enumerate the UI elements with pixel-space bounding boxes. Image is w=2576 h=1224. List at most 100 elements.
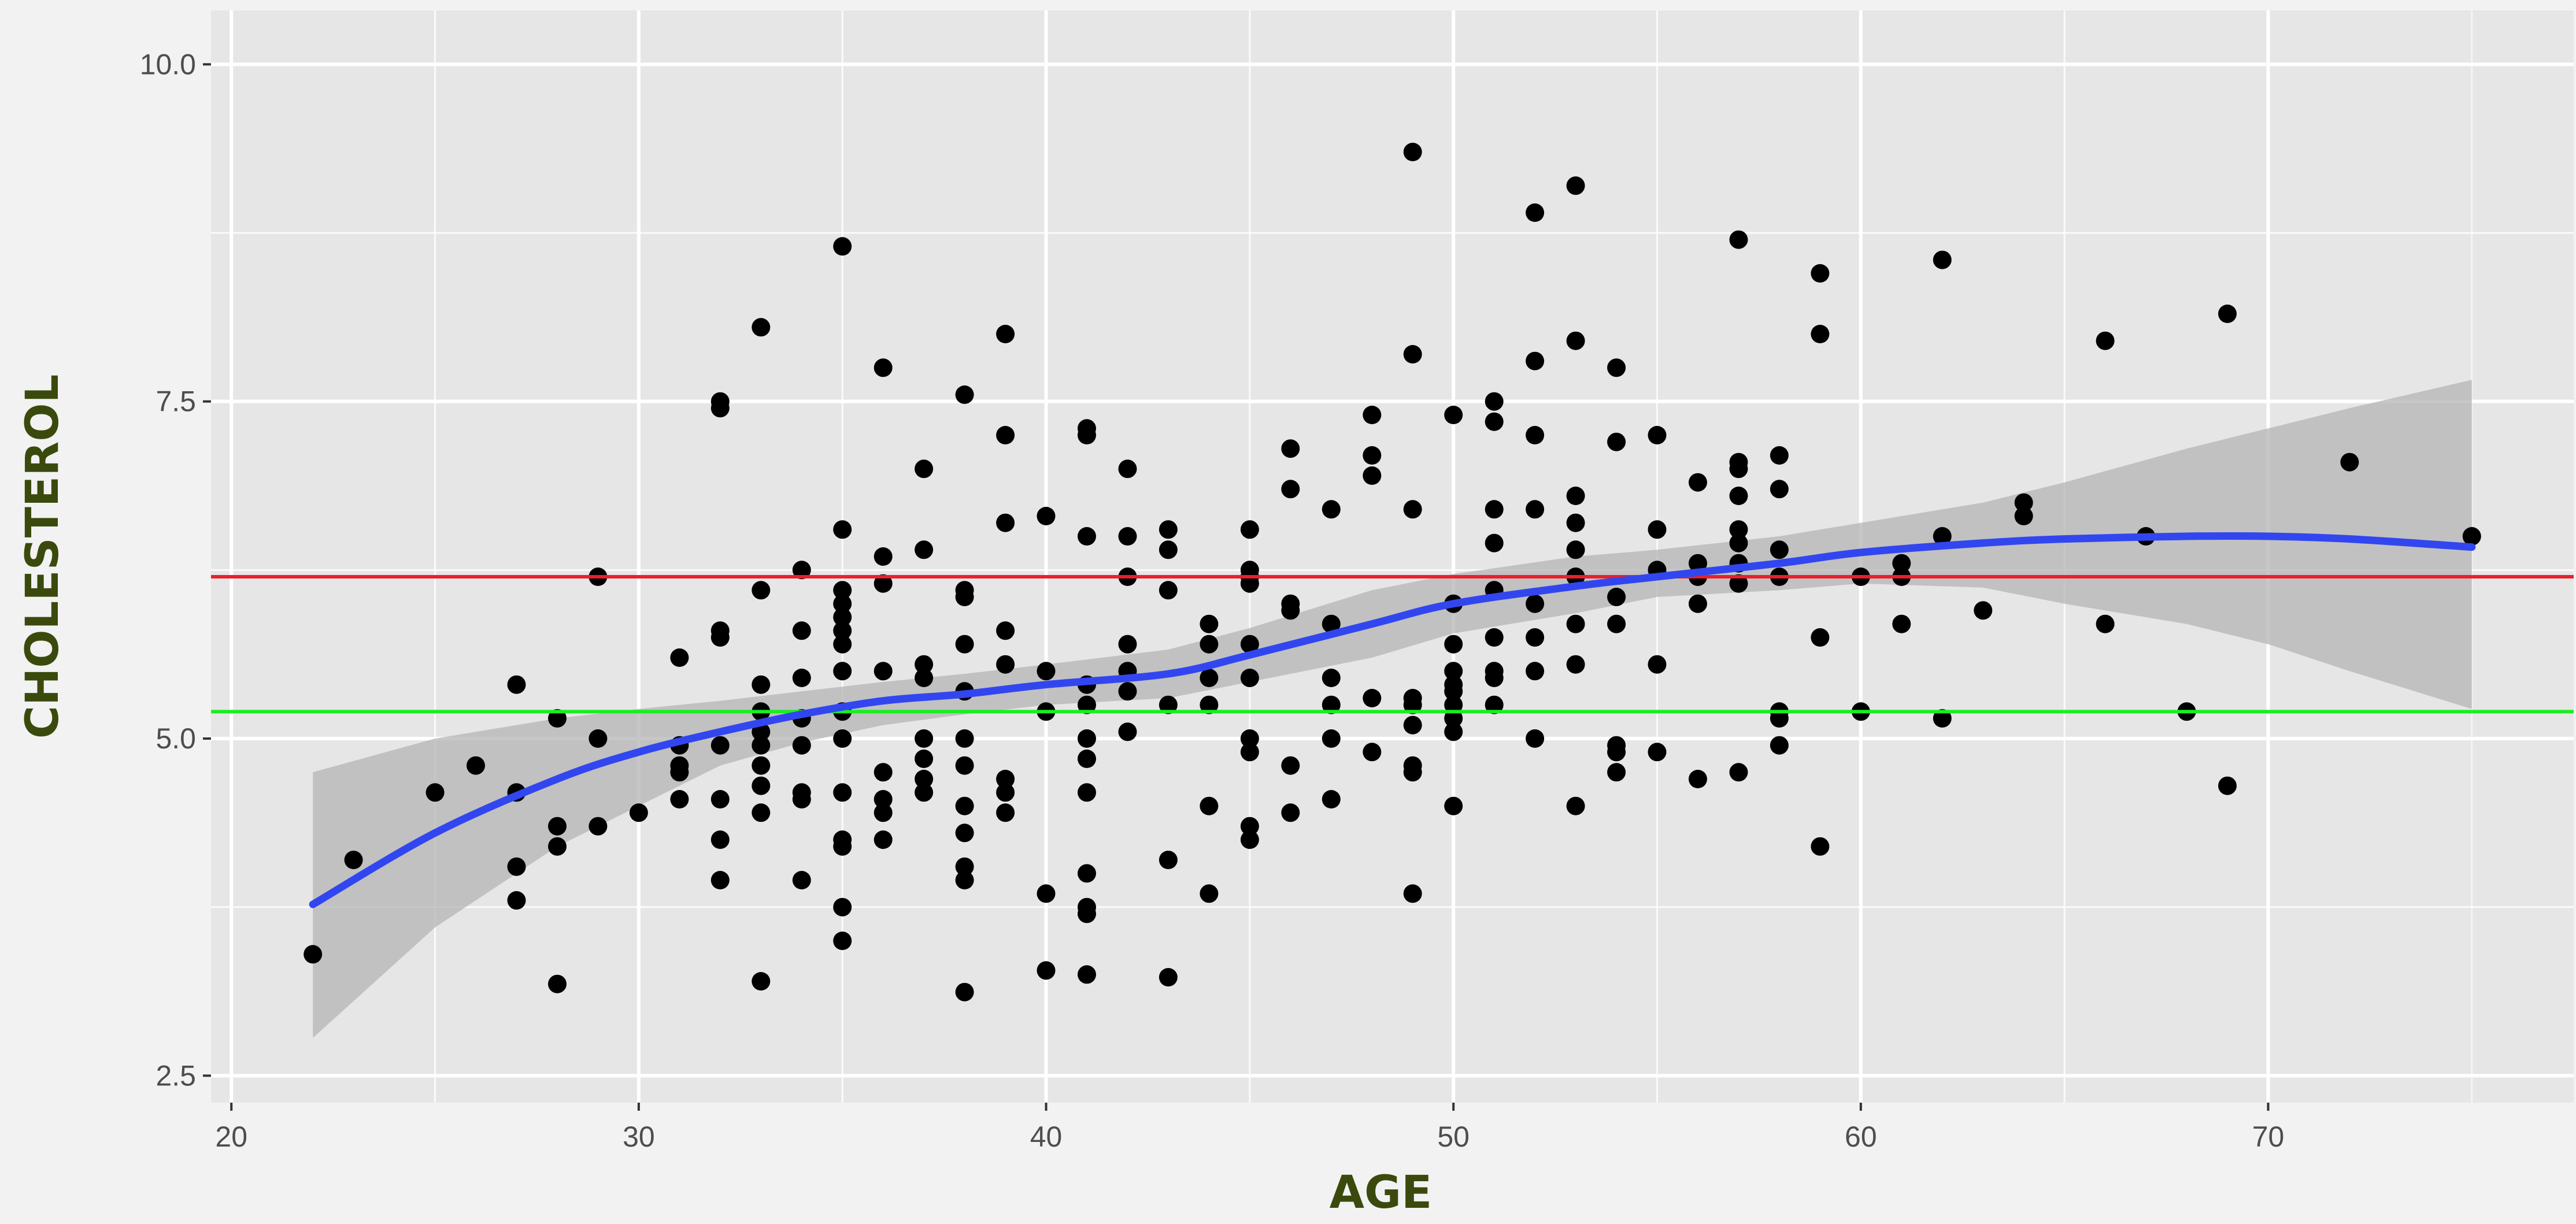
data-point — [1403, 143, 1422, 161]
data-point — [792, 621, 811, 640]
data-point — [752, 756, 771, 775]
data-point — [304, 945, 323, 964]
data-point — [629, 803, 648, 822]
data-point — [996, 426, 1015, 444]
data-point — [467, 756, 485, 775]
data-point — [1200, 884, 1219, 903]
data-point — [1729, 520, 1748, 539]
data-point — [915, 655, 934, 674]
data-point — [955, 982, 974, 1002]
data-point — [1200, 635, 1219, 654]
data-point — [1322, 790, 1341, 808]
data-point — [1933, 527, 1952, 546]
data-point — [1648, 520, 1667, 539]
data-point — [1403, 763, 1422, 782]
data-point — [1526, 351, 1545, 370]
data-point — [1607, 432, 1626, 451]
data-point — [1526, 628, 1545, 647]
data-point — [1240, 669, 1259, 687]
data-point — [955, 729, 974, 748]
data-point — [1322, 729, 1341, 748]
data-point — [1444, 406, 1463, 424]
data-point — [710, 399, 730, 418]
data-point — [833, 635, 852, 654]
data-point — [1240, 830, 1259, 849]
data-point — [1566, 614, 1585, 633]
data-point — [589, 729, 608, 748]
data-point — [1811, 325, 1830, 343]
data-point — [1566, 655, 1585, 674]
data-point — [1078, 695, 1096, 714]
data-point — [1444, 662, 1463, 681]
data-point — [1240, 635, 1259, 654]
data-point — [1729, 230, 1748, 249]
data-point — [1200, 669, 1219, 687]
x-tick-label: 40 — [1030, 1121, 1063, 1153]
data-point — [874, 790, 893, 808]
data-point — [1729, 574, 1748, 593]
data-point — [1485, 412, 1504, 431]
data-point — [2218, 776, 2237, 795]
data-point — [915, 459, 934, 479]
data-point — [2014, 507, 2033, 525]
data-point — [996, 783, 1015, 802]
data-point — [1078, 729, 1096, 748]
data-point — [710, 871, 730, 889]
data-point — [833, 897, 852, 917]
data-point — [670, 648, 689, 667]
data-points — [304, 143, 2481, 1002]
data-point — [507, 857, 526, 876]
data-point — [1118, 682, 1137, 701]
data-point — [1363, 743, 1382, 762]
data-point — [1566, 540, 1585, 559]
data-point — [1363, 466, 1382, 485]
data-point — [833, 520, 852, 539]
data-point — [1159, 695, 1178, 714]
data-point — [710, 628, 730, 647]
data-point — [915, 770, 934, 788]
data-point — [710, 830, 730, 849]
data-point — [996, 655, 1015, 674]
data-point — [752, 675, 771, 694]
data-point — [1770, 446, 1789, 465]
data-point — [1526, 500, 1545, 519]
data-point — [1403, 500, 1422, 519]
data-point — [344, 851, 363, 869]
data-point — [1118, 459, 1137, 479]
data-point — [2096, 331, 2115, 350]
data-point — [1322, 669, 1341, 687]
data-point — [1892, 614, 1911, 633]
data-point — [1770, 709, 1789, 728]
data-point — [874, 763, 893, 782]
data-point — [833, 662, 852, 681]
data-point — [1159, 581, 1178, 600]
data-point — [1403, 345, 1422, 364]
data-point — [833, 621, 852, 640]
data-point — [955, 635, 974, 654]
data-point — [1770, 540, 1789, 559]
y-tick-labels: 2.5 5.0 7.5 10.0 — [140, 48, 196, 1092]
data-point — [548, 709, 567, 728]
y-axis-title: CHOLESTEROL — [17, 374, 69, 739]
data-point — [1159, 851, 1178, 869]
data-point — [1403, 884, 1422, 903]
data-point — [1322, 695, 1341, 714]
data-point — [589, 817, 608, 836]
data-point — [955, 588, 974, 606]
data-point — [874, 574, 893, 593]
data-point — [1607, 614, 1626, 633]
data-point — [996, 770, 1015, 788]
data-point — [1729, 487, 1748, 505]
data-point — [955, 857, 974, 876]
data-point — [1363, 446, 1382, 465]
data-point — [2340, 452, 2359, 472]
y-tick-label: 2.5 — [156, 1059, 196, 1092]
data-point — [1811, 837, 1830, 856]
data-point — [1607, 763, 1626, 782]
data-point — [548, 817, 567, 836]
data-point — [1607, 588, 1626, 606]
data-point — [955, 756, 974, 775]
data-point — [1729, 459, 1748, 479]
data-point — [792, 790, 811, 808]
data-point — [752, 972, 771, 991]
